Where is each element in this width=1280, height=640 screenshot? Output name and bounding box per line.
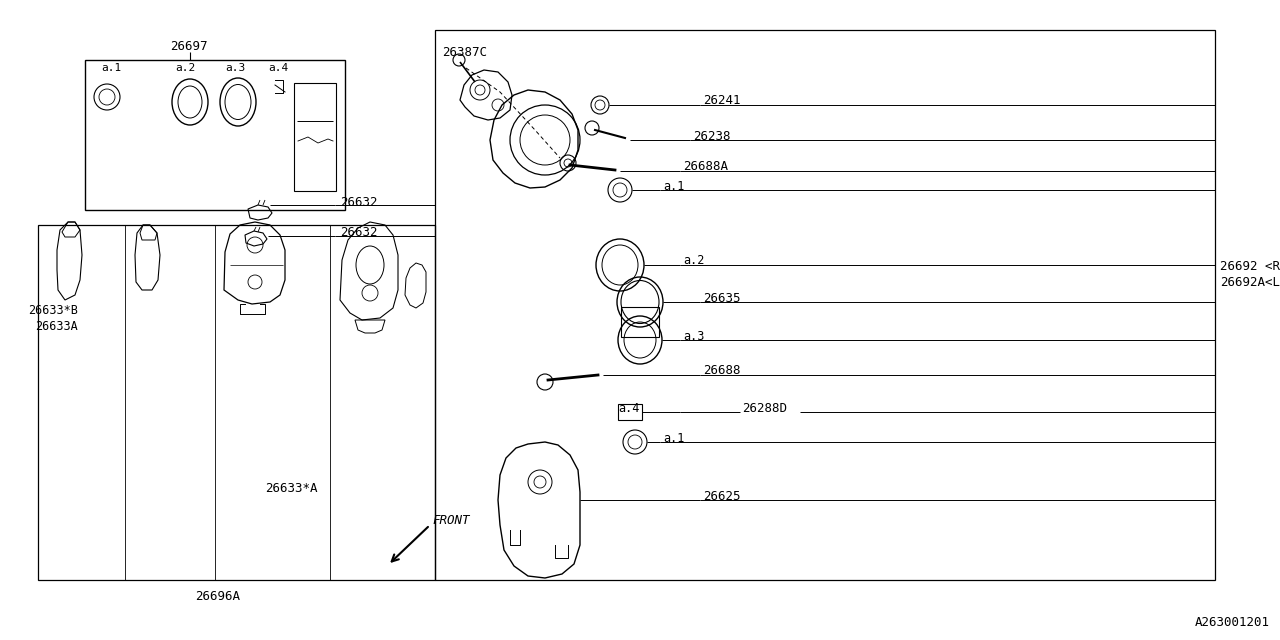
Bar — [621, 307, 659, 337]
Bar — [618, 404, 643, 420]
Text: 26692A<LH>: 26692A<LH> — [1220, 275, 1280, 289]
Bar — [294, 83, 335, 191]
Text: 26692 <RH>: 26692 <RH> — [1220, 259, 1280, 273]
Text: 26633A: 26633A — [35, 321, 78, 333]
Text: 26688: 26688 — [703, 365, 741, 378]
Text: FRONT: FRONT — [433, 513, 470, 527]
Text: a.3: a.3 — [225, 63, 246, 73]
Text: 26633*B: 26633*B — [28, 303, 78, 317]
Text: A263001201: A263001201 — [1196, 616, 1270, 628]
Text: 26632: 26632 — [340, 227, 378, 239]
Text: 26696A: 26696A — [195, 591, 241, 604]
Text: 26625: 26625 — [703, 490, 741, 502]
Text: 26241: 26241 — [703, 95, 741, 108]
Text: 26387C: 26387C — [442, 45, 486, 58]
Text: a.2: a.2 — [684, 255, 704, 268]
Text: 26288D: 26288D — [742, 401, 787, 415]
Text: a.1: a.1 — [663, 431, 685, 445]
Bar — [84, 60, 346, 210]
Text: a.1: a.1 — [101, 63, 122, 73]
Text: 26688A: 26688A — [684, 161, 728, 173]
Text: 26633*A: 26633*A — [265, 481, 317, 495]
Text: 26697: 26697 — [170, 40, 207, 52]
Bar — [435, 30, 1215, 580]
Text: a.3: a.3 — [684, 330, 704, 342]
Text: 26632: 26632 — [340, 195, 378, 209]
Text: a.4: a.4 — [268, 63, 288, 73]
Bar — [38, 225, 435, 580]
Text: a.1: a.1 — [663, 179, 685, 193]
Text: a.4: a.4 — [618, 401, 640, 415]
Text: 26635: 26635 — [703, 291, 741, 305]
Text: a.2: a.2 — [175, 63, 196, 73]
Text: 26238: 26238 — [692, 129, 731, 143]
